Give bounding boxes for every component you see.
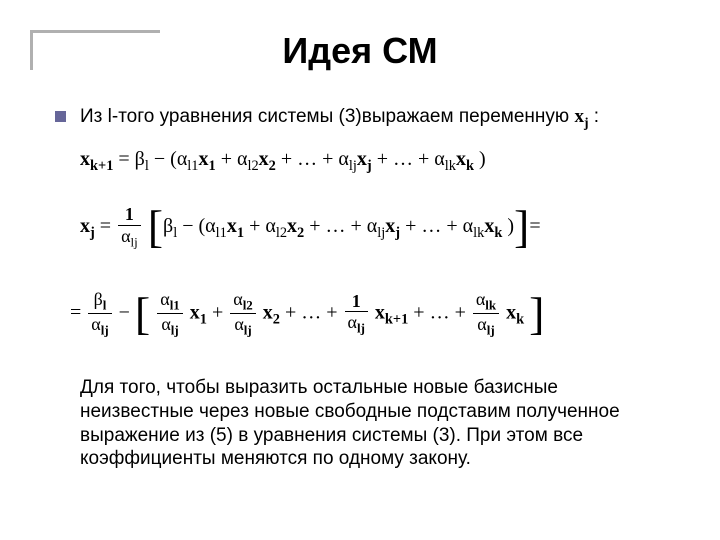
- intro-row: Из l-того уравнения системы (3)выражаем …: [55, 105, 599, 131]
- intro-suffix: :: [589, 106, 600, 127]
- equation-2: xj = 1αlj [βl − (αl1x1 + αl2x2 + … + αlj…: [80, 205, 541, 250]
- equation-3: = βlαlj − [ αl1αlj x1 + αl2αlj x2 + … + …: [70, 290, 544, 338]
- intro-text: Из l-того уравнения системы (3)выражаем …: [80, 106, 599, 131]
- equation-1: xk+1 = βl − (αl1x1 + αl2x2 + … + αljxj +…: [80, 148, 486, 175]
- intro-var: xj: [574, 106, 588, 127]
- slide-title: Идея СМ: [0, 30, 720, 72]
- bullet-icon: [55, 111, 66, 122]
- intro-prefix: Из l-того уравнения системы (3)выражаем …: [80, 106, 574, 127]
- outro-text: Для того, чтобы выразить остальные новые…: [80, 376, 670, 471]
